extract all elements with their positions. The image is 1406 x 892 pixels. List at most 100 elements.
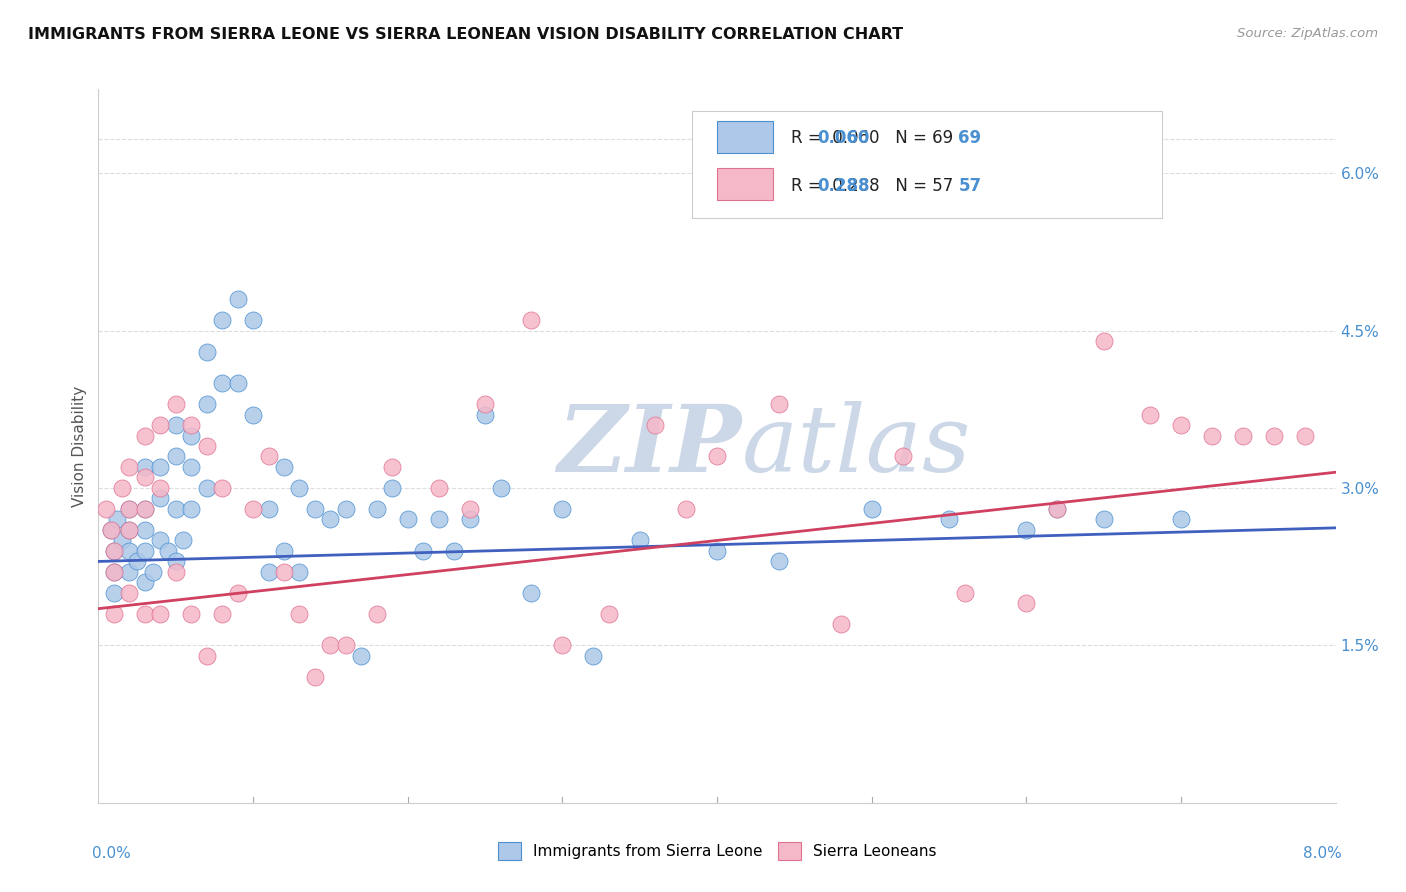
Point <box>1294 428 1316 442</box>
Point <box>242 313 264 327</box>
Point <box>134 544 156 558</box>
Legend: Immigrants from Sierra Leone, Sierra Leoneans: Immigrants from Sierra Leone, Sierra Leo… <box>492 836 942 866</box>
Point <box>366 607 388 621</box>
Point <box>381 460 404 475</box>
Point <box>1170 417 1192 432</box>
Point <box>427 512 450 526</box>
Point <box>891 450 914 464</box>
Point <box>180 502 202 516</box>
Point <box>1232 428 1254 442</box>
Point <box>1015 596 1038 610</box>
Point <box>273 544 295 558</box>
Point <box>165 565 187 579</box>
Point <box>644 417 666 432</box>
Point <box>396 512 419 526</box>
Point <box>134 460 156 475</box>
Point <box>1092 334 1115 348</box>
Point <box>134 502 156 516</box>
Point <box>134 607 156 621</box>
Point <box>1263 428 1285 442</box>
Y-axis label: Vision Disability: Vision Disability <box>72 385 87 507</box>
Point <box>768 397 790 411</box>
FancyBboxPatch shape <box>717 121 773 153</box>
Point <box>1046 502 1069 516</box>
Point <box>118 502 141 516</box>
Point <box>195 344 218 359</box>
Point <box>134 575 156 590</box>
Point <box>335 502 357 516</box>
Point <box>520 313 543 327</box>
Point <box>149 460 172 475</box>
Point <box>675 502 697 516</box>
Point <box>105 512 128 526</box>
Point <box>1015 523 1038 537</box>
Point <box>180 460 202 475</box>
Point <box>412 544 434 558</box>
Point <box>103 565 125 579</box>
Point <box>226 586 249 600</box>
Point <box>427 481 450 495</box>
Point <box>134 470 156 484</box>
Point <box>706 450 728 464</box>
Point <box>458 512 481 526</box>
Point <box>134 428 156 442</box>
Text: 0.0%: 0.0% <box>93 846 131 861</box>
Point <box>118 565 141 579</box>
Point <box>768 554 790 568</box>
Point <box>118 523 141 537</box>
Point <box>582 648 605 663</box>
Point <box>489 481 512 495</box>
Point <box>118 460 141 475</box>
Point <box>165 554 187 568</box>
Text: 8.0%: 8.0% <box>1303 846 1341 861</box>
Text: Source: ZipAtlas.com: Source: ZipAtlas.com <box>1237 27 1378 40</box>
Point <box>304 670 326 684</box>
Point <box>180 607 202 621</box>
Point <box>211 607 233 621</box>
Point <box>288 481 311 495</box>
Point <box>474 397 496 411</box>
Point <box>111 533 134 548</box>
Point <box>195 397 218 411</box>
Point <box>149 481 172 495</box>
Point <box>860 502 883 516</box>
Point <box>118 523 141 537</box>
Text: IMMIGRANTS FROM SIERRA LEONE VS SIERRA LEONEAN VISION DISABILITY CORRELATION CHA: IMMIGRANTS FROM SIERRA LEONE VS SIERRA L… <box>28 27 903 42</box>
Point <box>211 313 233 327</box>
Point <box>520 586 543 600</box>
Point <box>598 607 620 621</box>
Text: atlas: atlas <box>742 401 972 491</box>
Point <box>103 544 125 558</box>
Point <box>180 428 202 442</box>
Point <box>195 648 218 663</box>
Point <box>1139 408 1161 422</box>
Point <box>127 554 149 568</box>
Point <box>165 417 187 432</box>
Point <box>1092 512 1115 526</box>
Text: 69: 69 <box>959 128 981 146</box>
Point <box>381 481 404 495</box>
Point <box>100 523 122 537</box>
Point <box>257 565 280 579</box>
Text: 0.288: 0.288 <box>817 177 870 194</box>
Text: R =  0.288   N = 57: R = 0.288 N = 57 <box>792 177 953 194</box>
Point <box>149 491 172 506</box>
Point <box>242 502 264 516</box>
Point <box>149 533 172 548</box>
Point <box>628 533 651 548</box>
Point <box>551 502 574 516</box>
Point <box>180 417 202 432</box>
FancyBboxPatch shape <box>692 111 1163 218</box>
Point <box>103 544 125 558</box>
Point <box>149 607 172 621</box>
Point <box>257 502 280 516</box>
Point <box>195 439 218 453</box>
Point <box>149 417 172 432</box>
Point <box>273 460 295 475</box>
Point <box>118 586 141 600</box>
Point <box>103 586 125 600</box>
Point <box>830 617 852 632</box>
Point <box>165 450 187 464</box>
Point <box>118 502 141 516</box>
Point <box>1170 512 1192 526</box>
